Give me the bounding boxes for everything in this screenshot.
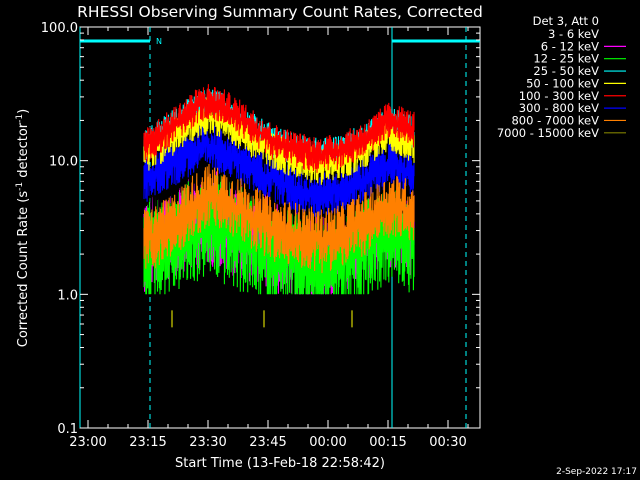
legend-item-label: 50 - 100 keV — [526, 76, 599, 90]
y-axis-label-part-2: detector — [16, 122, 31, 182]
plot-area: N 0.1 1.0 10.0 100.0 23:00 23:15 23:30 23:45 00… — [41, 21, 481, 450]
legend-item-label: 100 - 300 keV — [519, 89, 599, 103]
x-axis: 23:00 23:15 23:30 23:45 00:00 00:15 00:30 — [69, 27, 469, 450]
x-tick-label: 23:30 — [189, 435, 226, 450]
legend-item-label: 25 - 50 keV — [533, 64, 599, 78]
y-tick-label: 1.0 — [57, 288, 78, 303]
y-axis-label-exp-2: -1 — [15, 114, 25, 123]
x-tick-label: 00:30 — [429, 435, 466, 450]
y-axis-label-part-1: Corrected Count Rate (s — [16, 191, 31, 348]
x-tick-label: 00:15 — [369, 435, 406, 450]
series-trace — [143, 163, 415, 274]
y-tick-label: 10.0 — [49, 155, 78, 170]
y-tick-label: 100.0 — [41, 21, 78, 36]
y-axis-label: Corrected Count Rate (s-1 detector-1) — [15, 109, 31, 347]
series-layer — [143, 84, 415, 328]
footer-date: 2-Sep-2022 17:17 — [556, 467, 637, 477]
x-tick-label: 23:45 — [249, 435, 286, 450]
y-axis-label-exp-1: -1 — [15, 182, 25, 191]
x-tick-label: 00:00 — [309, 435, 346, 450]
series-trace — [143, 125, 415, 218]
flag-label: N — [156, 37, 162, 46]
x-tick-label: 23:00 — [69, 435, 106, 450]
y-axis-label-part-3: ) — [16, 109, 31, 114]
legend-item-label: 3 - 6 keV — [548, 27, 599, 41]
legend-item-label: 7000 - 15000 keV — [497, 126, 599, 140]
y-axis: 0.1 1.0 10.0 100.0 — [41, 21, 480, 437]
legend-item-label: 300 - 800 keV — [519, 101, 599, 115]
legend-item-label: 6 - 12 keV — [541, 39, 599, 53]
legend-title: Det 3, Att 0 — [533, 14, 599, 28]
legend-item-label: 12 - 25 keV — [533, 52, 599, 66]
x-tick-label: 23:15 — [129, 435, 166, 450]
y-tick-label: 0.1 — [57, 422, 78, 437]
series-trace — [143, 84, 415, 173]
chart-title: RHESSI Observing Summary Count Rates, Co… — [77, 3, 483, 21]
legend-item-label: 800 - 7000 keV — [511, 113, 599, 127]
x-axis-label: Start Time (13-Feb-18 22:58:42) — [175, 456, 385, 471]
